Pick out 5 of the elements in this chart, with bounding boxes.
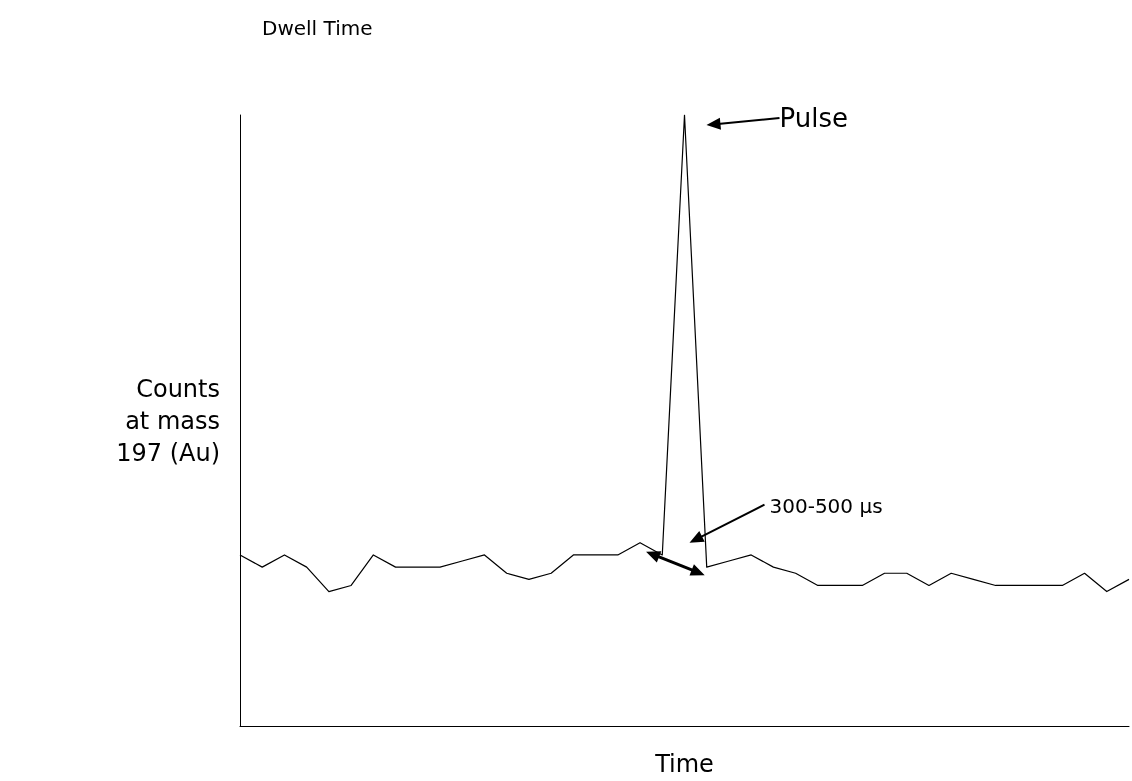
annotation: Pulse xyxy=(779,103,848,133)
y-axis-title: Counts at mass 197 (Au) xyxy=(116,374,220,467)
x-axis-title: Time xyxy=(654,750,714,778)
text: Dwell Time xyxy=(262,16,373,40)
annotation: 300-500 µs xyxy=(769,493,883,518)
